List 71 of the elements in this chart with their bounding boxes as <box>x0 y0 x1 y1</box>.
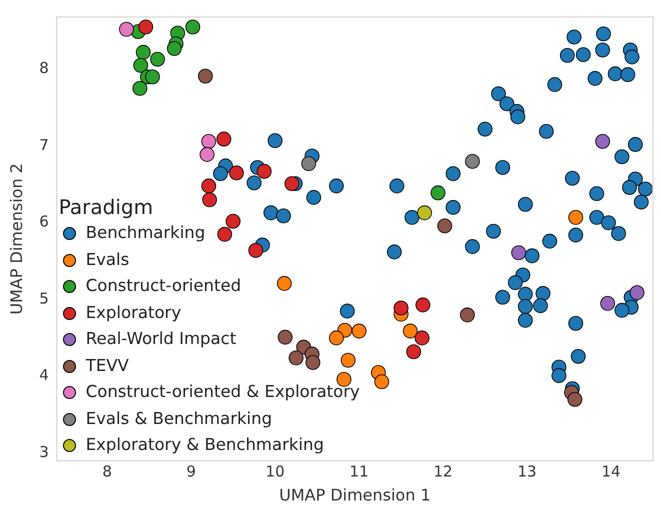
point <box>278 330 293 345</box>
point <box>417 205 432 220</box>
legend-label: Benchmarking <box>86 222 206 244</box>
point <box>402 324 418 338</box>
point <box>406 344 422 360</box>
point <box>305 355 320 370</box>
x-tick-label: 10 <box>266 462 285 481</box>
point <box>166 41 182 56</box>
legend-label: Exploratory & Benchmarking <box>86 434 324 456</box>
point <box>301 156 316 172</box>
legend-label: Evals <box>86 248 130 271</box>
x-tick-label: 13 <box>517 462 537 481</box>
legend-label: Real-World Impact <box>86 328 236 350</box>
point <box>352 324 366 338</box>
x-tick-label: 12 <box>434 462 453 481</box>
point <box>185 20 200 34</box>
point <box>217 226 232 242</box>
point <box>216 132 232 146</box>
legend-label: TEVV <box>86 354 129 377</box>
legend-title: Paradigm <box>58 195 154 220</box>
y-tick-label: 8 <box>39 59 49 78</box>
y-tick-label: 5 <box>39 289 49 308</box>
point <box>288 350 304 366</box>
point <box>248 243 264 258</box>
point <box>600 296 616 311</box>
y-axis-title: UMAP Dimension 2 <box>6 163 26 315</box>
point <box>430 185 446 200</box>
point <box>415 298 430 312</box>
point <box>202 192 217 208</box>
point <box>414 330 430 346</box>
point <box>150 52 165 67</box>
point <box>630 285 644 300</box>
x-tick-label: 14 <box>601 462 621 481</box>
point <box>568 392 582 407</box>
point <box>276 276 292 291</box>
point <box>226 214 240 229</box>
y-tick-label: 4 <box>39 366 49 384</box>
point <box>201 134 216 149</box>
point <box>374 374 390 390</box>
point <box>460 308 475 322</box>
point <box>119 22 134 37</box>
point <box>133 58 148 73</box>
y-tick-label: 3 <box>39 443 49 462</box>
x-tick-label: 8 <box>102 462 112 481</box>
point <box>568 210 584 225</box>
point <box>132 81 148 96</box>
point <box>136 44 151 60</box>
point <box>465 154 480 169</box>
x-axis-title: UMAP Dimension 1 <box>279 486 431 505</box>
point <box>328 330 344 346</box>
point <box>198 68 213 84</box>
legend-label: Construct-oriented & Exploratory <box>86 381 360 404</box>
point <box>256 164 272 179</box>
legend-label: Evals & Benchmarking <box>86 408 272 430</box>
point <box>394 300 408 316</box>
point <box>145 69 160 84</box>
point <box>437 218 452 234</box>
point <box>340 352 356 368</box>
point <box>284 176 300 192</box>
x-tick-label: 11 <box>350 462 369 481</box>
point <box>138 20 154 34</box>
point <box>511 245 526 260</box>
x-tick-label: 9 <box>186 462 196 481</box>
y-tick-label: 6 <box>39 212 49 231</box>
point <box>595 134 610 149</box>
legend-label: Construct-oriented <box>86 275 242 298</box>
legend-label: Exploratory <box>86 302 182 324</box>
point <box>201 178 216 194</box>
y-tick-label: 7 <box>39 136 49 154</box>
point <box>200 147 214 162</box>
point <box>229 165 244 180</box>
